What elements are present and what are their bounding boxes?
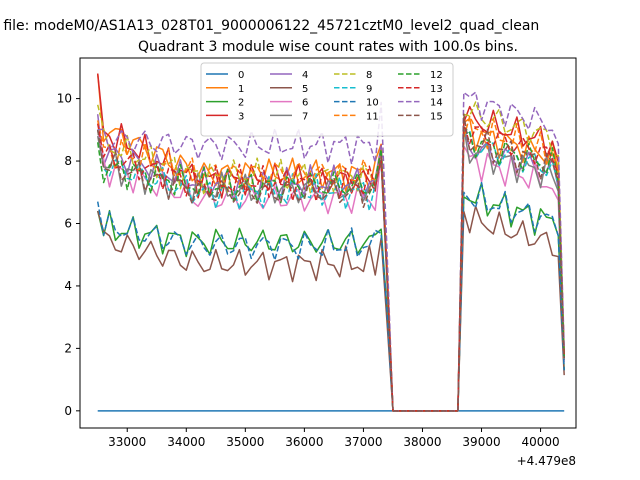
y-tick-label: 0	[64, 404, 72, 418]
legend-label-2: 2	[238, 98, 244, 109]
y-tick-label: 6	[64, 216, 72, 230]
legend-label-10: 10	[366, 98, 379, 109]
legend-box	[200, 62, 454, 137]
chart-title: Quadrant 3 module wise count rates with …	[138, 39, 518, 55]
x-tick-label: 36000	[285, 435, 323, 449]
x-tick-label: 34000	[167, 435, 205, 449]
plot-lines	[96, 73, 565, 412]
series-line-15	[96, 113, 565, 412]
legend-label-6: 6	[302, 98, 308, 109]
series-line-4	[96, 114, 565, 412]
x-tick-label: 40000	[521, 435, 559, 449]
x-tick-label: 35000	[226, 435, 264, 449]
plot-frame	[79, 57, 577, 429]
x-axis: 33000 34000 35000 36000 37000 38000 39000 40000	[108, 428, 560, 449]
series-line-9	[96, 129, 565, 412]
y-tick-label: 2	[64, 341, 72, 355]
y-tick-label: 4	[64, 279, 72, 293]
series-line-6	[96, 129, 565, 412]
y-axis: 0 2 4 6 8 10	[57, 92, 80, 418]
legend-label-0: 0	[238, 70, 244, 81]
legend-label-11: 11	[366, 111, 379, 122]
legend-label-8: 8	[366, 70, 372, 81]
y-tick-label: 8	[64, 154, 72, 168]
series-line-14	[97, 91, 565, 412]
y-tick-label: 10	[57, 92, 72, 106]
legend-label-3: 3	[238, 111, 244, 122]
legend-label-4: 4	[302, 70, 308, 81]
x-offset-label: +4.479e8	[517, 454, 576, 468]
x-tick-label: 39000	[462, 435, 500, 449]
legend-label-5: 5	[302, 84, 308, 95]
series-line-13	[96, 123, 565, 412]
legend-label-14: 14	[430, 98, 443, 109]
x-tick-label: 33000	[108, 435, 146, 449]
legend-label-7: 7	[302, 111, 308, 122]
legend-label-12: 12	[430, 70, 443, 81]
legend-label-1: 1	[238, 84, 244, 95]
legend-label-9: 9	[366, 84, 372, 95]
series-line-12	[96, 126, 565, 412]
legend-label-15: 15	[430, 111, 443, 122]
figure-suptitle: n file: modeM0/AS1A13_028T01_9000006122_…	[0, 18, 539, 34]
x-tick-label: 37000	[344, 435, 382, 449]
legend-label-13: 13	[430, 84, 443, 95]
x-tick-label: 38000	[403, 435, 441, 449]
series-line-10	[96, 181, 565, 412]
series-line-5	[96, 205, 565, 412]
